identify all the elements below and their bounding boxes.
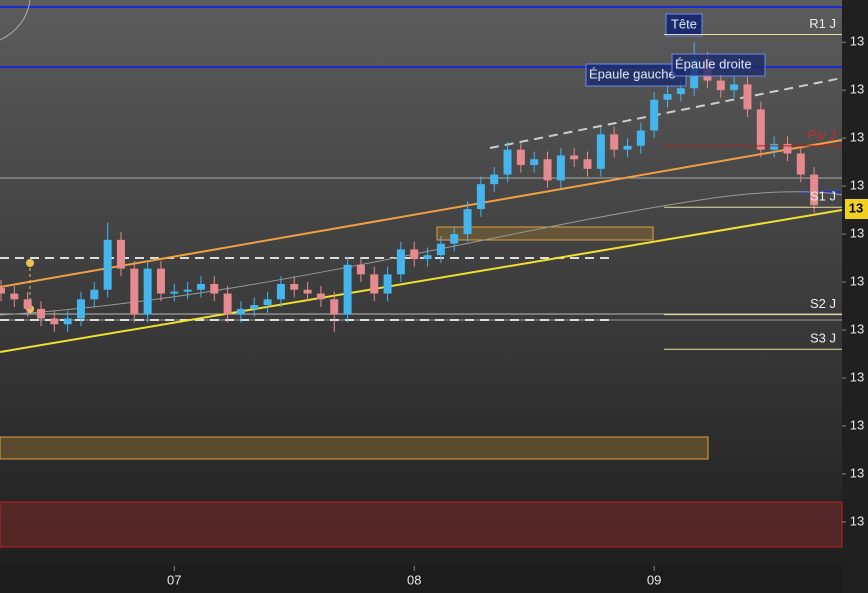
annotation: Épaule droite	[675, 56, 752, 71]
candle-body	[303, 289, 312, 294]
pivot-label: R1 J	[809, 16, 836, 31]
candle-body	[370, 274, 379, 294]
ma-line	[0, 0, 31, 41]
price-tag	[845, 199, 868, 219]
y-tick-label: 13	[850, 130, 864, 145]
x-tick-label: 09	[647, 572, 661, 587]
candle-body	[756, 109, 765, 150]
trend-line	[0, 139, 843, 288]
zone	[436, 226, 654, 241]
y-tick-label: 13	[850, 465, 864, 480]
candle-body	[183, 289, 192, 292]
y-tick-label: 13	[850, 513, 864, 528]
candle-body	[263, 299, 272, 306]
candle-body	[530, 159, 539, 166]
candle-body	[583, 159, 592, 169]
candle-body	[383, 274, 392, 294]
y-tick-label: 13	[850, 417, 864, 432]
candle-body	[636, 130, 645, 146]
candle-body	[450, 234, 459, 244]
y-tick-label: 13	[850, 178, 864, 193]
candle-body	[250, 305, 259, 309]
y-tick-label: 13	[850, 34, 864, 49]
candle-body	[490, 174, 499, 185]
candle-body	[650, 99, 659, 131]
candle-body	[63, 318, 72, 325]
y-tick-label: 13	[850, 82, 864, 97]
x-tick-label: 08	[407, 572, 421, 587]
x-axis-strip	[0, 566, 842, 593]
candle-body	[410, 249, 419, 260]
marker	[26, 259, 34, 267]
candle-body	[610, 134, 619, 150]
candle-body	[210, 283, 219, 294]
candle-body	[543, 159, 552, 181]
ma-line	[0, 191, 843, 316]
zone	[0, 436, 709, 460]
candle-body	[663, 94, 672, 100]
candle-body	[36, 308, 45, 319]
candle-body	[623, 145, 632, 150]
x-tick-label: 07	[167, 572, 181, 587]
candle-body	[23, 299, 32, 309]
candle-body	[170, 291, 179, 294]
candle-body	[116, 239, 125, 269]
candle-body	[556, 155, 565, 181]
plot-area	[0, 0, 842, 566]
candle-body	[423, 255, 432, 260]
annotation-box	[671, 53, 766, 77]
candle-body	[810, 174, 819, 206]
candle-body	[0, 287, 5, 294]
y-axis-strip	[842, 0, 868, 593]
candle-body	[716, 80, 725, 91]
y-tick-label: 13	[850, 369, 864, 384]
pivot-label: S2 J	[810, 296, 836, 311]
candle-body	[276, 283, 285, 300]
annotation-box	[665, 13, 703, 37]
candle-body	[103, 239, 112, 290]
candle-body	[356, 264, 365, 275]
pivot-label: S3 J	[810, 331, 836, 346]
candle-body	[596, 134, 605, 169]
candle-body	[770, 143, 779, 150]
candle-body	[476, 184, 485, 210]
candle-body	[196, 283, 205, 290]
candle-body	[223, 293, 232, 315]
candle-body	[796, 153, 805, 175]
candle-body	[743, 84, 752, 110]
annotation: Épaule gauche	[589, 66, 676, 81]
y-tick-label: 13	[850, 273, 864, 288]
pivot-label: S1 J	[810, 189, 836, 204]
candle-body	[783, 143, 792, 154]
candle-body	[463, 209, 472, 235]
trend-line	[0, 209, 843, 353]
candle-body	[50, 318, 59, 325]
candle-body	[396, 249, 405, 275]
candle-body	[730, 84, 739, 91]
candle-body	[143, 268, 152, 315]
annotation: Tête	[671, 16, 697, 31]
zone	[0, 501, 843, 548]
candle-body	[343, 264, 352, 315]
candle-body	[290, 283, 299, 290]
candle-body	[10, 293, 19, 300]
candle-body	[676, 88, 685, 95]
pivot-label: Piv J	[808, 127, 836, 142]
candle-body	[330, 299, 339, 315]
candle-body	[156, 268, 165, 294]
candle-body	[516, 149, 525, 166]
y-tick-label: 13	[850, 226, 864, 241]
candle-body	[570, 155, 579, 160]
candle-body	[236, 308, 245, 315]
candle-body	[436, 243, 445, 256]
candle-body	[130, 268, 139, 315]
candle-body	[316, 293, 325, 300]
y-tick-label: 13	[850, 321, 864, 336]
candle-body	[76, 299, 85, 319]
candle-body	[90, 289, 99, 300]
candle-body	[503, 149, 512, 175]
price-tag-label: 13	[849, 200, 863, 215]
